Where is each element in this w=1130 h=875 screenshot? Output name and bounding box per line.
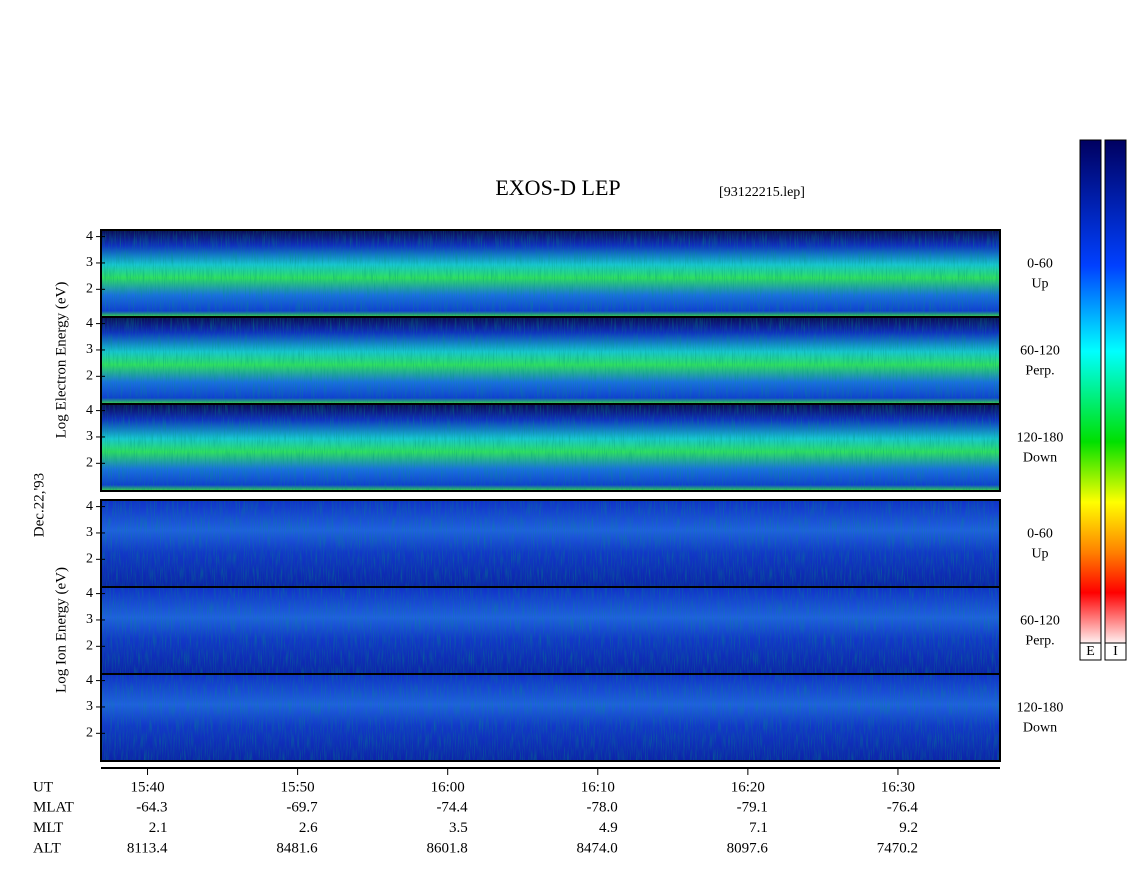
- panel-frame: [100, 673, 1001, 762]
- file-label: [93122215.lep]: [719, 185, 805, 200]
- y-tick-label: 2: [86, 552, 93, 567]
- panel-range: 120-180: [1017, 701, 1064, 716]
- panel-direction: Up: [1031, 547, 1048, 562]
- y-tick-label: 4: [86, 229, 93, 244]
- y-tick-label: 2: [86, 369, 93, 384]
- x-tick-label: 15:40: [130, 779, 164, 795]
- ephemeris-value: 8474.0: [577, 840, 618, 856]
- panel-direction: Perp.: [1025, 364, 1054, 379]
- ephemeris-value: 3.5: [449, 820, 468, 836]
- ephemeris-value: -76.4: [887, 799, 919, 815]
- y-tick-label: 4: [86, 403, 93, 418]
- ephemeris-value: 7470.2: [877, 840, 918, 856]
- panel-direction: Down: [1023, 721, 1057, 736]
- ephemeris-label: MLAT: [33, 799, 74, 815]
- panel-frame: [100, 403, 1001, 492]
- y-tick-label: 3: [86, 255, 93, 270]
- y-tick-label: 4: [86, 316, 93, 331]
- ephemeris-value: 8601.8: [426, 840, 467, 856]
- ephemeris-value: 7.1: [749, 820, 768, 836]
- ephemeris-value: 4.9: [599, 820, 618, 836]
- ephemeris-value: 2.1: [149, 820, 168, 836]
- y-tick-label: 4: [86, 673, 93, 688]
- ephemeris-value: 9.2: [899, 820, 918, 836]
- y-tick-label: 3: [86, 342, 93, 357]
- y-tick-label: 4: [86, 499, 93, 514]
- panel-range: 0-60: [1027, 527, 1053, 542]
- panel-range: 120-180: [1017, 431, 1064, 446]
- y-tick-label: 4: [86, 586, 93, 601]
- panel-direction: Perp.: [1025, 634, 1054, 649]
- colorbar-label: E: [1086, 644, 1095, 659]
- panel-direction: Down: [1023, 451, 1057, 466]
- ephemeris-value: 8097.6: [727, 840, 769, 856]
- x-tick-label: 16:20: [731, 779, 765, 795]
- ephemeris-value: 2.6: [299, 820, 318, 836]
- colorbar: [1079, 139, 1102, 644]
- y-tick-label: 2: [86, 456, 93, 471]
- y-axis-label: Log Electron Energy (eV): [53, 282, 69, 439]
- colorbar: [1104, 139, 1127, 644]
- spectrogram-noise: [101, 587, 1000, 674]
- chart-title: EXOS-D LEP: [495, 175, 620, 200]
- panel-direction: Up: [1031, 277, 1048, 292]
- spectrogram-noise: [101, 404, 1000, 491]
- y-tick-label: 2: [86, 726, 93, 741]
- y-tick-label: 3: [86, 525, 93, 540]
- colorbar-box: [1104, 642, 1127, 661]
- y-tick-label: 2: [86, 282, 93, 297]
- spectrogram-noise: [101, 500, 1000, 587]
- x-tick-label: 16:00: [431, 779, 465, 795]
- x-tick-label: 15:50: [281, 779, 315, 795]
- y-tick-label: 3: [86, 429, 93, 444]
- y-axis-label: Log Ion Energy (eV): [53, 567, 69, 693]
- ephemeris-value: 8481.6: [276, 840, 318, 856]
- ephemeris-value: -78.0: [587, 799, 618, 815]
- ephemeris-value: -74.4: [436, 799, 468, 815]
- x-tick-label: 16:30: [881, 779, 915, 795]
- date-label: Dec.22,'93: [31, 473, 47, 537]
- ephemeris-value: -64.3: [136, 799, 167, 815]
- ephemeris-value: -69.7: [286, 799, 318, 815]
- panel-range: 0-60: [1027, 257, 1053, 272]
- spectrogram-noise: [101, 674, 1000, 761]
- spectrogram-noise: [101, 230, 1000, 317]
- y-tick-label: 3: [86, 699, 93, 714]
- panel-range: 60-120: [1020, 614, 1060, 629]
- y-tick-label: 3: [86, 612, 93, 627]
- colorbar-label: I: [1113, 644, 1118, 659]
- y-tick-label: 2: [86, 639, 93, 654]
- ephemeris-label: ALT: [33, 840, 61, 856]
- ephemeris-label: MLT: [33, 820, 63, 836]
- x-tick-label: 16:10: [581, 779, 615, 795]
- ephemeris-value: 8113.4: [127, 840, 168, 856]
- ut-label: UT: [33, 779, 53, 795]
- colorbar-box: [1079, 642, 1102, 661]
- ephemeris-value: -79.1: [737, 799, 768, 815]
- spectrogram-noise: [101, 317, 1000, 404]
- panel-range: 60-120: [1020, 344, 1060, 359]
